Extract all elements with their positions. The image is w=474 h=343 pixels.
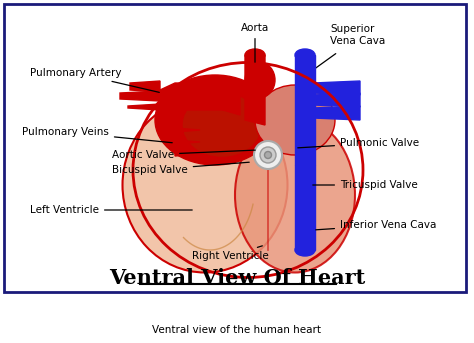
Text: Aortic Valve: Aortic Valve (112, 150, 255, 160)
Bar (4, 4, 466, 292)
Text: Left Ventricle: Left Ventricle (30, 205, 192, 215)
Ellipse shape (245, 62, 275, 97)
Polygon shape (128, 104, 160, 110)
Ellipse shape (155, 75, 275, 165)
Polygon shape (313, 106, 360, 120)
Ellipse shape (295, 49, 315, 61)
Polygon shape (223, 83, 240, 115)
Text: Tricuspid Valve: Tricuspid Valve (313, 180, 418, 190)
Text: Superior
Vena Cava: Superior Vena Cava (330, 24, 385, 46)
Ellipse shape (260, 147, 276, 163)
Ellipse shape (182, 93, 262, 157)
Polygon shape (130, 81, 160, 92)
Polygon shape (295, 55, 315, 165)
Polygon shape (313, 81, 360, 95)
Polygon shape (120, 91, 160, 101)
Polygon shape (313, 93, 360, 107)
Text: Aorta: Aorta (241, 23, 269, 62)
Text: Inferior Vena Cava: Inferior Vena Cava (316, 220, 437, 230)
Ellipse shape (122, 97, 288, 272)
Ellipse shape (295, 244, 315, 256)
Ellipse shape (245, 49, 265, 61)
Text: Bicuspid Valve: Bicuspid Valve (112, 162, 249, 175)
Polygon shape (245, 55, 265, 125)
Polygon shape (175, 152, 200, 156)
Polygon shape (175, 128, 200, 132)
Text: Pulmonary Artery: Pulmonary Artery (30, 68, 159, 92)
Text: Pulmonary Veins: Pulmonary Veins (22, 127, 172, 143)
Polygon shape (175, 140, 200, 144)
Ellipse shape (255, 85, 335, 155)
Text: Pulmonic Valve: Pulmonic Valve (298, 138, 419, 148)
Ellipse shape (264, 152, 272, 158)
Ellipse shape (235, 118, 355, 272)
Polygon shape (160, 83, 225, 110)
Text: Right Ventricle: Right Ventricle (191, 246, 268, 261)
Polygon shape (295, 165, 315, 250)
Ellipse shape (254, 141, 282, 169)
Text: Ventral View Of Heart: Ventral View Of Heart (109, 268, 365, 288)
Text: Ventral view of the human heart: Ventral view of the human heart (153, 325, 321, 335)
